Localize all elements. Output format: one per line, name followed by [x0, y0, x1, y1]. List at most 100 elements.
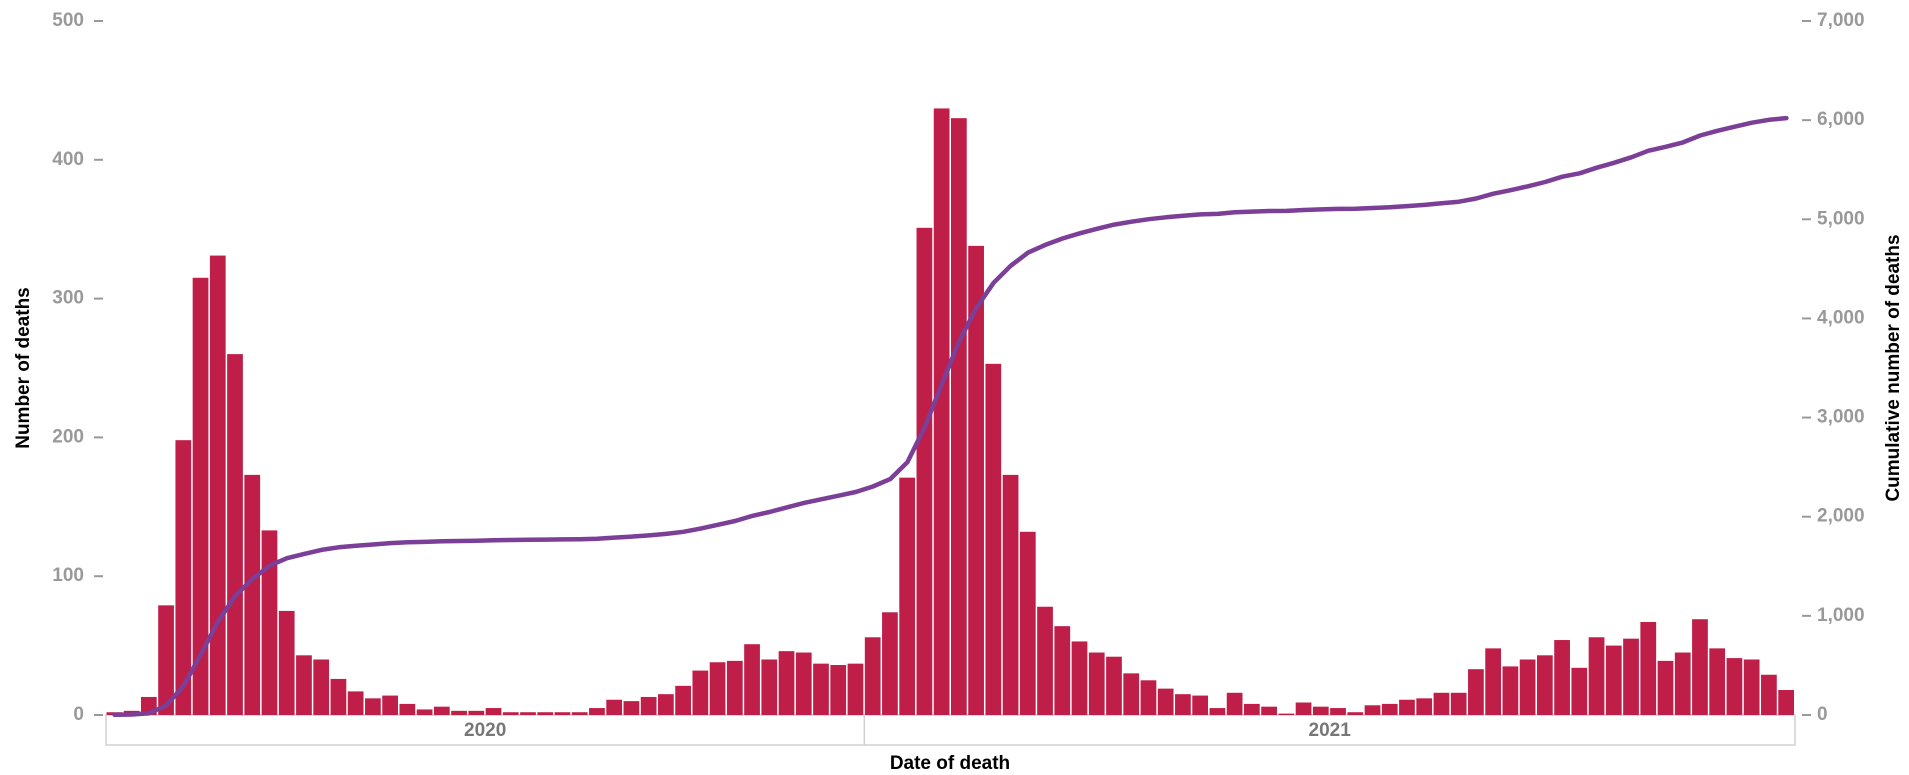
bar	[1140, 680, 1157, 715]
bar	[968, 245, 984, 715]
bar	[1502, 666, 1519, 715]
bar	[1278, 713, 1295, 715]
y2-tick-label: 6,000	[1817, 109, 1865, 130]
bar	[433, 706, 450, 715]
bar	[347, 691, 364, 715]
y-tick-label: 300	[52, 288, 84, 309]
x-group-label: 2020	[464, 720, 506, 741]
bar	[1778, 690, 1794, 715]
bar	[261, 530, 278, 715]
bar	[778, 651, 795, 715]
bar	[1726, 658, 1743, 715]
bar	[1640, 622, 1657, 715]
bar	[813, 663, 829, 715]
bar	[589, 708, 605, 715]
bar	[658, 694, 674, 715]
y-tick-label: 400	[52, 149, 84, 170]
y-tick-label: 500	[52, 10, 84, 31]
bar	[296, 655, 312, 715]
y2-tick-label: 1,000	[1817, 605, 1865, 626]
bar	[795, 652, 812, 715]
bar	[537, 712, 554, 715]
bar	[1330, 708, 1346, 715]
bar	[1037, 606, 1053, 715]
bar	[330, 678, 347, 715]
bar	[1295, 702, 1312, 715]
x-group-label: 2021	[1309, 720, 1352, 741]
bar	[1364, 705, 1381, 715]
bar	[1605, 645, 1622, 715]
bar	[606, 699, 623, 715]
bar	[1416, 698, 1433, 715]
bar	[1571, 667, 1588, 715]
bar	[1123, 673, 1140, 715]
bar	[1674, 652, 1691, 715]
y2-tick-label: 4,000	[1817, 307, 1865, 328]
bar	[692, 670, 709, 715]
y2-axis-title: Cumulative number of deaths	[1883, 234, 1904, 501]
bar	[985, 363, 1002, 715]
bar	[399, 703, 416, 715]
bar	[761, 659, 778, 715]
x-group-box	[105, 714, 1796, 746]
bar	[209, 255, 226, 715]
bar	[830, 665, 847, 715]
bar	[1088, 652, 1105, 715]
bar	[1347, 712, 1364, 715]
bar	[554, 712, 571, 715]
bar	[227, 354, 243, 715]
bar	[623, 701, 640, 715]
bar	[1312, 706, 1329, 715]
bar	[1657, 660, 1674, 715]
y2-tick-label: 7,000	[1817, 10, 1865, 31]
cumulative-line	[112, 115, 1789, 718]
bar	[175, 440, 192, 715]
bar	[1019, 531, 1036, 715]
bar	[1709, 648, 1726, 715]
bar	[468, 710, 485, 715]
bar	[1433, 692, 1450, 715]
bar	[416, 709, 433, 715]
bar	[1761, 674, 1777, 715]
bar	[1192, 695, 1209, 715]
bar	[726, 660, 743, 715]
bar	[1554, 640, 1570, 715]
bar	[1623, 638, 1639, 715]
bar	[1692, 619, 1708, 715]
bar	[382, 695, 398, 715]
bar	[485, 708, 502, 715]
bar	[675, 685, 691, 715]
bar	[916, 227, 933, 715]
bar	[1226, 692, 1243, 715]
bar	[933, 108, 950, 716]
bar	[192, 277, 209, 715]
bar	[1588, 637, 1605, 715]
bar	[864, 637, 881, 715]
bar	[1536, 655, 1553, 715]
bar	[847, 663, 864, 715]
bar	[744, 644, 760, 715]
bar	[1381, 703, 1398, 715]
bar	[882, 612, 898, 715]
bar	[1485, 648, 1502, 715]
bar	[1261, 706, 1277, 715]
bar	[1519, 659, 1536, 715]
x-axis-title: Date of death	[890, 753, 1010, 774]
bar	[1399, 699, 1415, 715]
bar	[899, 477, 916, 715]
bar	[451, 710, 467, 715]
bar	[1002, 474, 1019, 715]
bar	[1054, 626, 1071, 715]
bar	[520, 712, 536, 715]
bar	[1175, 694, 1191, 715]
bar	[365, 698, 381, 715]
bar	[1243, 703, 1260, 715]
bar	[244, 474, 261, 715]
y2-tick-label: 0	[1817, 704, 1828, 725]
bar	[1157, 688, 1174, 715]
bar	[278, 610, 295, 715]
bar	[1450, 692, 1467, 715]
bar	[1743, 659, 1760, 715]
bar	[1106, 656, 1122, 715]
